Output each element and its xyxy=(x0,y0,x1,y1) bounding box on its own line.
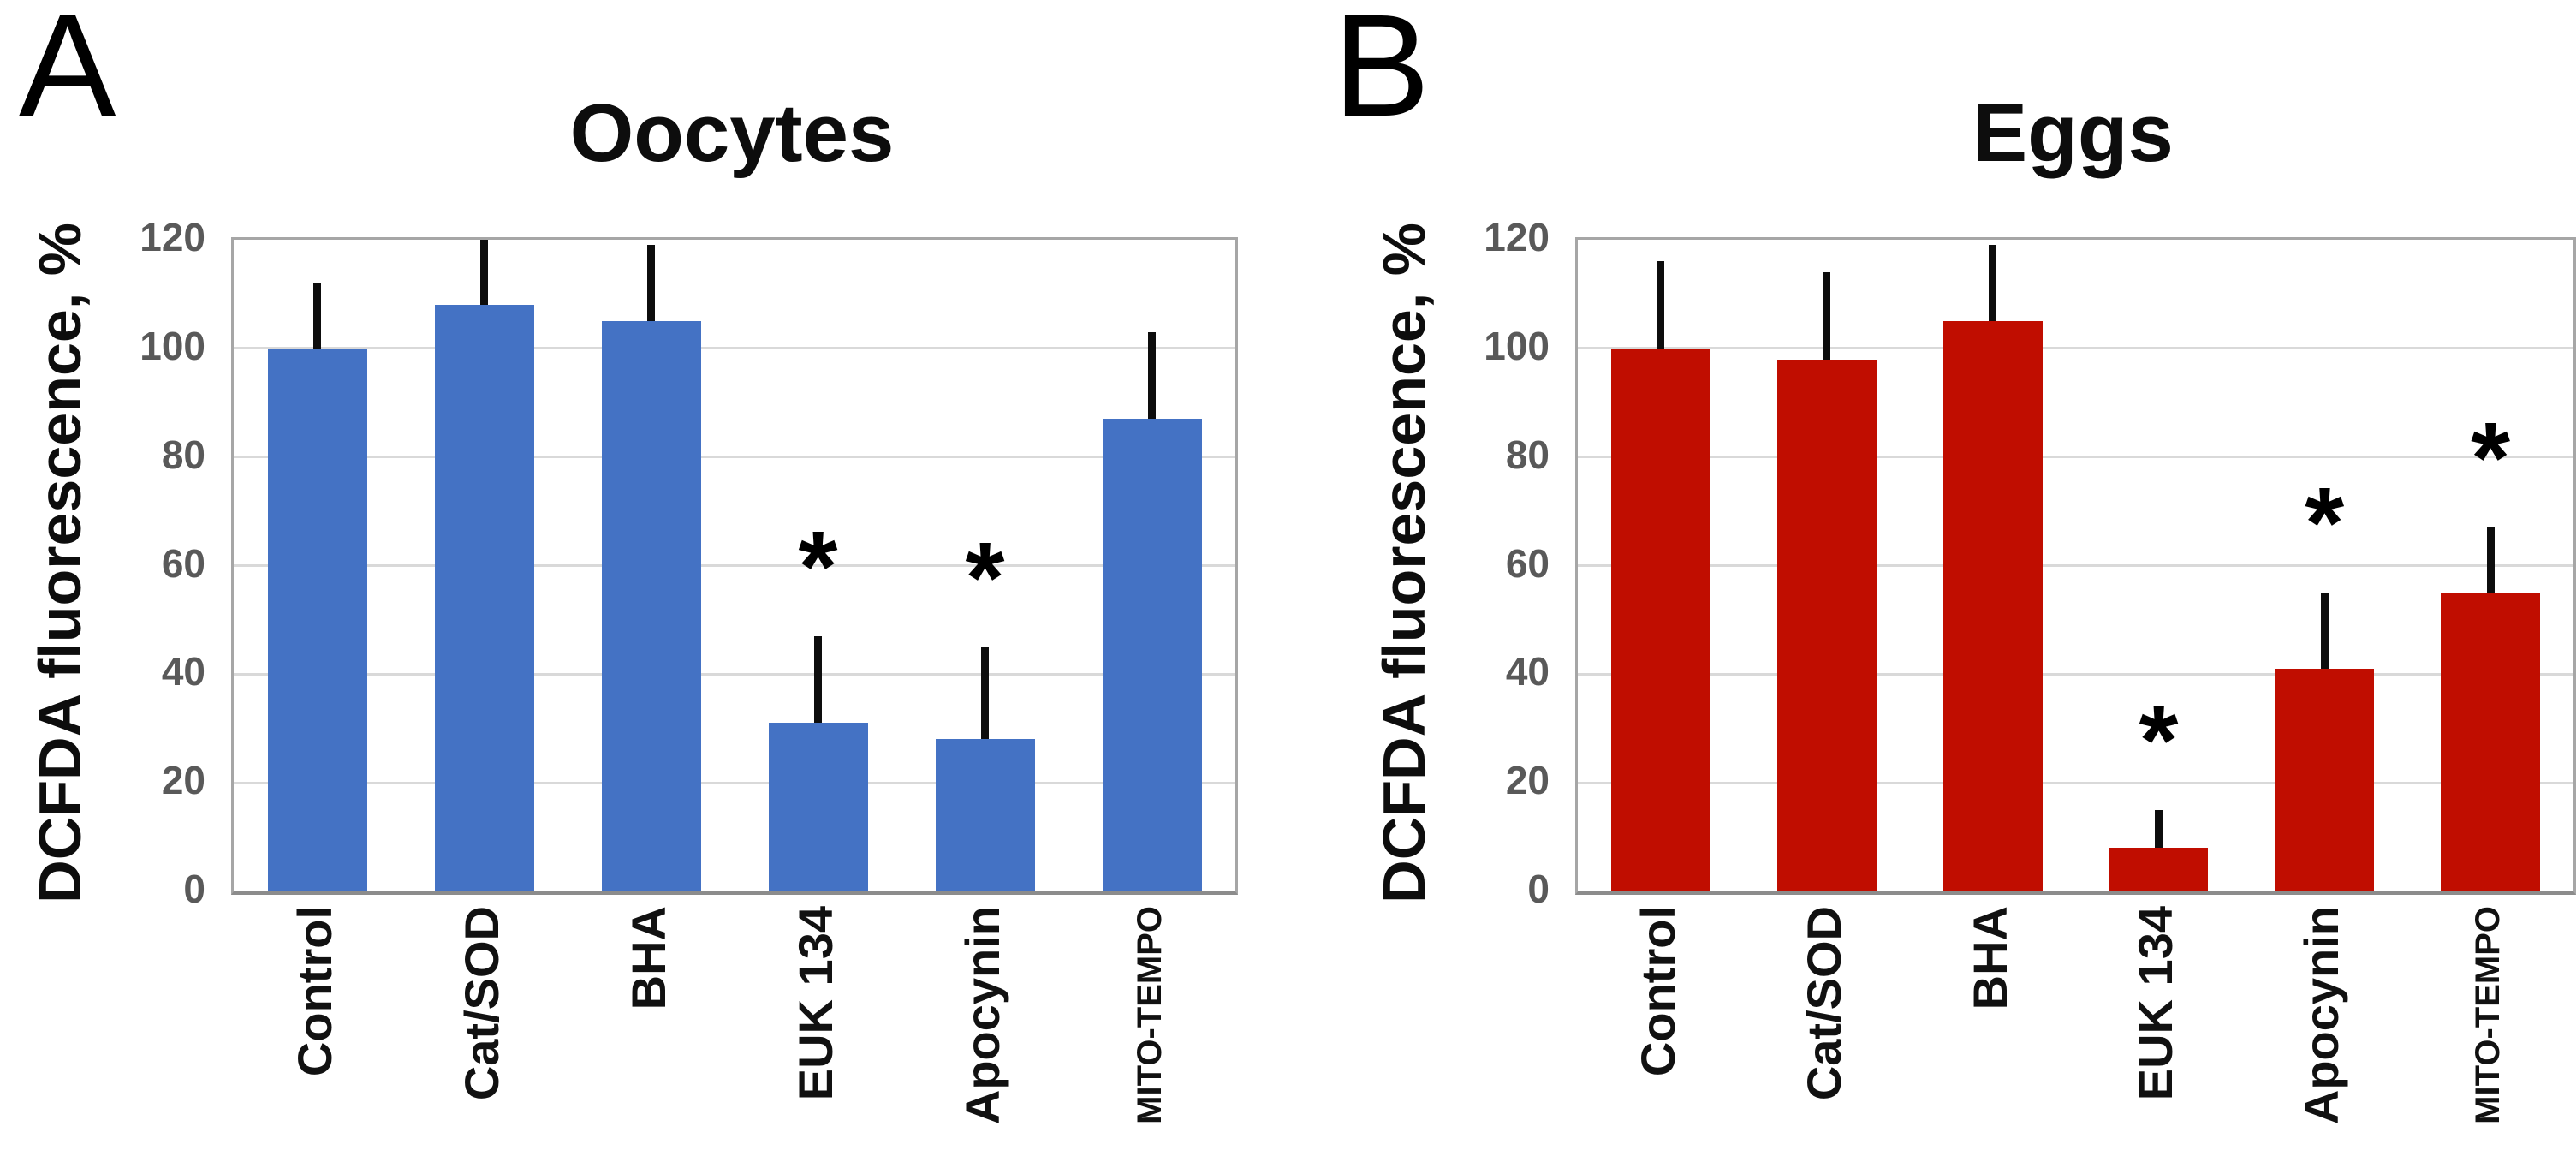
error-bar-control xyxy=(313,283,321,349)
error-bar-apocynin xyxy=(2320,593,2329,669)
significance-asterisk: * xyxy=(2471,402,2511,515)
x-label-euk-134: EUK 134 xyxy=(2128,906,2183,1101)
chart-title-eggs: Eggs xyxy=(1972,87,2174,179)
error-bar-mito-tempo xyxy=(1148,331,1156,420)
y-tick-label-40: 40 xyxy=(1505,649,1550,694)
gridline-80 xyxy=(234,456,1235,459)
error-bar-euk-134 xyxy=(814,635,822,724)
gridline-100 xyxy=(234,347,1235,350)
panel-letter-b: B xyxy=(1333,0,1431,147)
error-bar-control xyxy=(1657,261,1665,349)
bar-mito-tempo xyxy=(1102,419,1202,891)
y-tick-label-40: 40 xyxy=(161,649,205,694)
y-tick-label-0: 0 xyxy=(1527,867,1550,911)
bar-control xyxy=(1610,348,1710,891)
x-label-control: Control xyxy=(287,906,342,1077)
error-bar-bha xyxy=(647,245,655,322)
significance-asterisk: * xyxy=(2139,683,2179,797)
gridline-20 xyxy=(1578,781,2573,784)
y-tick-label-20: 20 xyxy=(1505,758,1550,803)
x-label-cat-sod: Cat/SOD xyxy=(1796,906,1851,1101)
plot-area-oocytes: * * xyxy=(231,237,1238,895)
error-bar-mito-tempo xyxy=(2486,527,2495,593)
bar-bha xyxy=(1942,321,2043,891)
x-label-bha: BHA xyxy=(1962,906,2017,1010)
bar-bha xyxy=(601,321,701,891)
y-tick-label-120: 120 xyxy=(140,215,205,259)
y-tick-label-0: 0 xyxy=(183,867,205,911)
y-tick-label-120: 120 xyxy=(1484,215,1550,259)
error-bar-bha xyxy=(1989,245,1997,322)
gridline-100 xyxy=(1578,347,2573,350)
gridline-20 xyxy=(234,781,1235,784)
bar-cat-sod xyxy=(434,305,534,891)
x-label-apocynin: Apocynin xyxy=(2294,906,2349,1125)
x-label-apocynin: Apocynin xyxy=(955,906,1009,1125)
bar-apocynin xyxy=(2275,669,2375,891)
significance-asterisk: * xyxy=(2305,467,2345,581)
y-tick-label-60: 60 xyxy=(161,540,205,586)
x-label-bha: BHA xyxy=(621,906,675,1010)
significance-asterisk: * xyxy=(798,510,838,623)
y-tick-label-100: 100 xyxy=(1484,323,1550,368)
gridline-80 xyxy=(1578,456,2573,459)
y-tick-label-80: 80 xyxy=(161,432,205,477)
gridline-40 xyxy=(1578,672,2573,676)
bar-apocynin xyxy=(935,739,1035,891)
gridline-60 xyxy=(234,564,1235,567)
bar-cat-sod xyxy=(1776,359,1877,891)
error-bar-cat-sod xyxy=(1823,272,1831,360)
chart-title-oocytes: Oocytes xyxy=(569,87,895,179)
error-bar-euk-134 xyxy=(2154,809,2163,849)
significance-asterisk: * xyxy=(965,521,1005,635)
panel-eggs: B Eggs DCFDA fluorescence, % 0 20 40 60 80 10… xyxy=(1288,0,2576,1168)
panel-oocytes: A Oocytes DCFDA fluorescence, % 0 20 40 60 8… xyxy=(19,0,1238,1125)
plot-area-eggs: * * * xyxy=(1575,237,2576,895)
y-tick-label-20: 20 xyxy=(161,758,205,803)
bar-euk-134 xyxy=(768,723,868,891)
x-label-cat-sod: Cat/SOD xyxy=(454,906,509,1101)
panel-letter-a: A xyxy=(19,0,116,147)
y-tick-label-100: 100 xyxy=(140,323,205,368)
x-label-euk-134: EUK 134 xyxy=(788,906,842,1101)
gridline-40 xyxy=(234,672,1235,676)
error-bar-apocynin xyxy=(981,647,989,740)
y-tick-label-80: 80 xyxy=(1505,432,1550,477)
bar-mito-tempo xyxy=(2441,593,2541,891)
bar-euk-134 xyxy=(2109,848,2209,891)
y-tick-label-60: 60 xyxy=(1505,540,1550,586)
bar-control xyxy=(267,348,367,891)
gridline-60 xyxy=(1578,564,2573,567)
x-label-mito-tempo: MITO-TEMPO xyxy=(2469,906,2508,1124)
x-label-control: Control xyxy=(1630,906,1685,1077)
error-bar-cat-sod xyxy=(480,240,488,306)
x-label-mito-tempo: MITO-TEMPO xyxy=(1130,906,1169,1124)
